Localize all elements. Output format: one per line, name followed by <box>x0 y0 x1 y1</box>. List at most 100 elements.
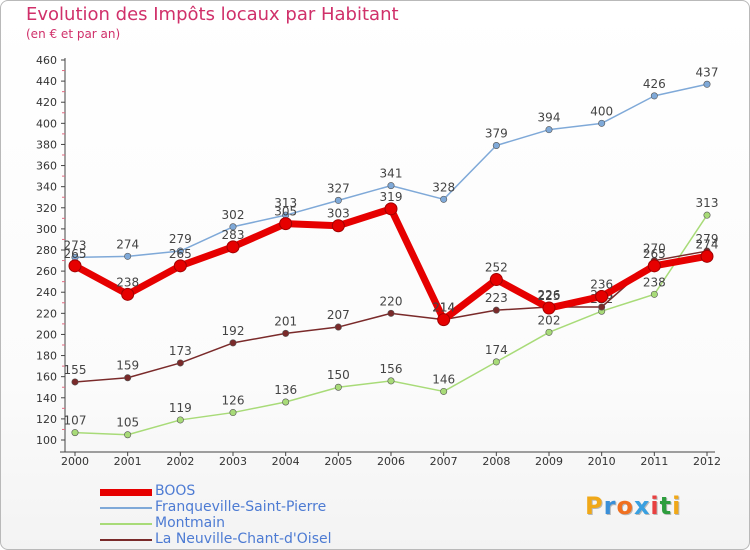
series-franqueville-saint-pierre-point <box>229 223 237 231</box>
series-la-neuville-chant-d-oisel-point <box>176 359 184 367</box>
y-tick-label: 420 <box>36 96 57 109</box>
y-tick-label: 100 <box>36 434 57 447</box>
x-tick-label: 2005 <box>324 455 352 468</box>
series-boos-point <box>279 217 293 231</box>
legend-swatch <box>100 523 152 525</box>
x-tick-label: 2007 <box>430 455 458 468</box>
series-franqueville-saint-pierre-point <box>650 92 658 100</box>
series-franqueville-saint-pierre-data-label: 437 <box>696 65 719 79</box>
series-boos-point <box>226 240 240 254</box>
chart-title: Evolution des Impôts locaux par Habitant <box>26 4 399 25</box>
x-tick-label: 2008 <box>482 455 510 468</box>
series-franqueville-saint-pierre-point <box>387 182 395 190</box>
x-tick-label: 2003 <box>219 455 247 468</box>
series-montmain-point <box>492 358 500 366</box>
series-boos-data-label: 225 <box>538 289 561 303</box>
y-tick-label: 320 <box>36 202 57 215</box>
series-boos-data-label: 214 <box>432 301 455 315</box>
series-boos-point <box>595 289 609 303</box>
series-franqueville-saint-pierre-point <box>598 119 606 127</box>
y-tick-label: 180 <box>36 350 57 363</box>
y-tick-label: 240 <box>36 286 57 299</box>
series-franqueville-saint-pierre-point <box>440 195 448 203</box>
series-boos-data-label: 265 <box>64 247 87 261</box>
series-la-neuville-chant-d-oisel-data-label: 159 <box>116 359 139 373</box>
series-montmain-data-label: 146 <box>432 372 455 386</box>
series-la-neuville-chant-d-oisel-data-label: 207 <box>327 308 350 322</box>
series-montmain-point <box>650 290 658 298</box>
y-tick-label: 120 <box>36 413 57 426</box>
series-la-neuville-chant-d-oisel-data-label: 270 <box>643 242 666 256</box>
legend-swatch <box>100 507 152 509</box>
series-boos-point <box>489 273 503 287</box>
y-tick-label: 460 <box>36 54 57 67</box>
legend-label: Montmain <box>155 515 225 531</box>
series-franqueville-saint-pierre-data-label: 426 <box>643 77 666 91</box>
series-boos-point <box>647 259 661 273</box>
chart-subtitle: (en € et par an) <box>26 27 121 41</box>
series-montmain-point <box>282 398 290 406</box>
series-franqueville-saint-pierre-data-label: 341 <box>380 167 403 181</box>
series-franqueville-saint-pierre-data-label: 379 <box>485 127 508 141</box>
series-la-neuville-chant-d-oisel-data-label: 226 <box>538 288 561 302</box>
series-la-neuville-chant-d-oisel-point <box>492 306 500 314</box>
series-montmain-point <box>71 429 79 437</box>
series-montmain-point <box>545 328 553 336</box>
series-franqueville-saint-pierre-data-label: 400 <box>590 104 613 118</box>
y-tick-label: 260 <box>36 265 57 278</box>
y-tick-label: 380 <box>36 138 57 151</box>
series-la-neuville-chant-d-oisel-point <box>334 323 342 331</box>
series-boos-point <box>121 287 135 301</box>
series-franqueville-saint-pierre-point <box>176 247 184 255</box>
y-tick-label: 160 <box>36 371 57 384</box>
series-franqueville-saint-pierre-data-label: 327 <box>327 181 350 195</box>
series-la-neuville-chant-d-oisel-point <box>598 303 606 311</box>
series-la-neuville-chant-d-oisel-data-label: 155 <box>64 363 87 377</box>
x-tick-label: 2011 <box>640 455 668 468</box>
series-franqueville-saint-pierre-point <box>492 142 500 150</box>
series-montmain-data-label: 105 <box>116 416 139 430</box>
series-la-neuville-chant-d-oisel-point <box>229 339 237 347</box>
series-montmain-data-label: 202 <box>538 313 561 327</box>
series-la-neuville-chant-d-oisel-point <box>71 378 79 386</box>
series-montmain-data-label: 313 <box>696 196 719 210</box>
y-tick-label: 400 <box>36 117 57 130</box>
series-franqueville-saint-pierre-data-label: 273 <box>64 238 87 252</box>
series-montmain-data-label: 156 <box>380 362 403 376</box>
series-boos-point <box>68 259 82 273</box>
series-montmain-data-label: 150 <box>327 368 350 382</box>
series-franqueville-saint-pierre-data-label: 313 <box>274 196 297 210</box>
series-franqueville-saint-pierre-data-label: 274 <box>116 237 139 251</box>
x-tick-label: 2001 <box>114 455 142 468</box>
series-boos-data-label: 283 <box>222 228 245 242</box>
x-tick-label: 2000 <box>61 455 89 468</box>
series-montmain-point <box>334 383 342 391</box>
y-tick-label: 280 <box>36 244 57 257</box>
series-montmain-point <box>229 409 237 417</box>
series-montmain-point <box>124 431 132 439</box>
y-tick-label: 340 <box>36 181 57 194</box>
series-franqueville-saint-pierre-point <box>703 80 711 88</box>
series-montmain-data-label: 107 <box>64 414 87 428</box>
x-tick-label: 2010 <box>588 455 616 468</box>
series-boos-data-label: 252 <box>485 261 508 275</box>
series-la-neuville-chant-d-oisel-data-label: 201 <box>274 314 297 328</box>
x-tick-label: 2004 <box>272 455 300 468</box>
legend-swatch <box>100 539 152 541</box>
series-la-neuville-chant-d-oisel-data-label: 279 <box>696 232 719 246</box>
series-boos-point <box>331 219 345 233</box>
series-franqueville-saint-pierre-data-label: 302 <box>222 208 245 222</box>
series-la-neuville-chant-d-oisel-point <box>387 309 395 317</box>
series-boos-data-label: 274 <box>696 237 719 251</box>
series-montmain-point <box>176 416 184 424</box>
legend-label: BOOS <box>155 483 196 499</box>
series-boos-data-label: 236 <box>590 277 613 291</box>
legend-label: La Neuville-Chant-d'Oisel <box>155 531 332 547</box>
x-tick-label: 2009 <box>535 455 563 468</box>
x-tick-label: 2006 <box>377 455 405 468</box>
series-franqueville-saint-pierre-data-label: 394 <box>538 111 561 125</box>
series-boos-data-label: 265 <box>169 247 192 261</box>
series-boos-point <box>700 249 714 263</box>
